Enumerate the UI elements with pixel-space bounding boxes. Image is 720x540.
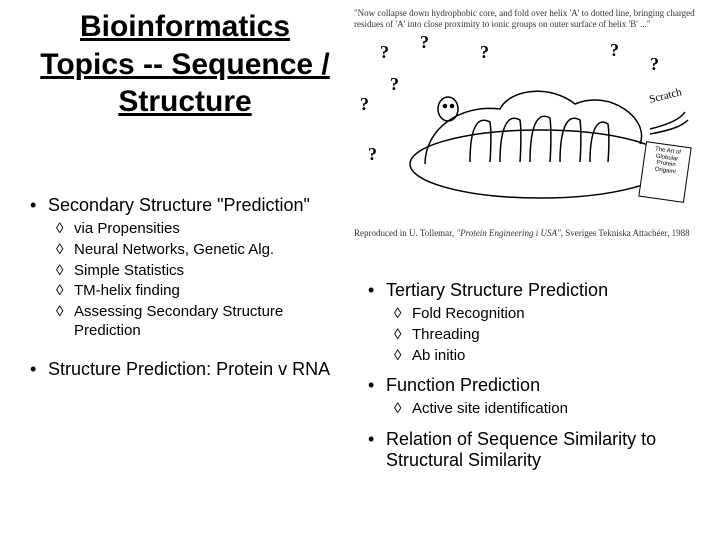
heading-relation-similarity: • Relation of Sequence Similarity to Str… [368, 429, 708, 471]
heading-tertiary-structure: • Tertiary Structure Prediction [368, 280, 708, 301]
list-item: ◊via Propensities [56, 220, 350, 239]
illustration-diagram: ? ? ? ? ? ? ? ? Scratch The Art of Globu… [350, 34, 710, 214]
illustration-caption-bottom: Reproduced in U. Tollemar, "Protein Engi… [354, 228, 706, 238]
list-item: ◊Neural Networks, Genetic Alg. [56, 241, 350, 260]
left-column: • Secondary Structure "Prediction" ◊via … [30, 195, 350, 384]
list-item: ◊Assessing Secondary Structure Predictio… [56, 303, 350, 341]
list-item: ◊Fold Recognition [394, 305, 708, 324]
list-item: ◊Ab initio [394, 347, 708, 366]
heading-function-prediction: • Function Prediction [368, 375, 708, 396]
list-item: ◊Threading [394, 326, 708, 345]
book-icon: The Art of Globular Protein Origami [638, 141, 691, 203]
illustration-area: "Now collapse down hydrophobic core, and… [350, 8, 710, 238]
illustration-caption-top: "Now collapse down hydrophobic core, and… [350, 8, 710, 30]
list-item: ◊TM-helix finding [56, 282, 350, 301]
page-title: Bioinformatics Topics -- Sequence / Stru… [40, 8, 330, 121]
list-item: ◊Simple Statistics [56, 262, 350, 281]
list-item: ◊Active site identification [394, 400, 708, 419]
heading-structure-prediction: • Structure Prediction: Protein v RNA [30, 359, 350, 380]
right-column: • Tertiary Structure Prediction ◊Fold Re… [368, 280, 708, 475]
heading-secondary-structure: • Secondary Structure "Prediction" [30, 195, 350, 216]
